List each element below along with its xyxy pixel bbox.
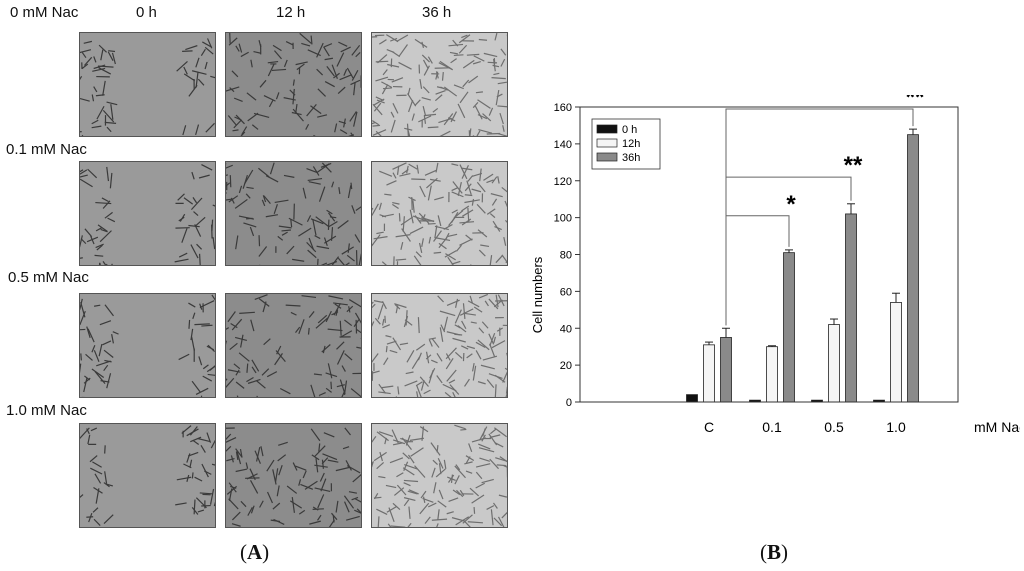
x-axis-unit-label: mM Nac bbox=[974, 419, 1020, 435]
y-tick-label: 20 bbox=[560, 360, 572, 372]
bar-0h-C bbox=[686, 394, 698, 403]
legend-label: 36h bbox=[622, 152, 640, 164]
y-tick-label: 160 bbox=[554, 102, 572, 114]
row-label-1: 0.1 mM Nac bbox=[6, 141, 87, 158]
significance-bracket bbox=[725, 108, 914, 326]
y-tick-label: 100 bbox=[554, 213, 572, 225]
bar-36h-C bbox=[720, 337, 732, 403]
significance-label: * bbox=[786, 191, 796, 218]
legend-label: 0 h bbox=[622, 124, 637, 136]
x-tick-label: C bbox=[704, 419, 714, 435]
row-label-2: 0.5 mM Nac bbox=[8, 269, 89, 286]
micrograph-r0-c1 bbox=[225, 32, 362, 137]
column-label-0h: 0 h bbox=[136, 4, 157, 21]
micrograph-r2-c0 bbox=[79, 293, 216, 398]
significance-label: ** bbox=[906, 95, 925, 111]
micrograph-r3-c2 bbox=[371, 423, 508, 528]
y-tick-label: 80 bbox=[560, 250, 572, 262]
micrograph-r3-c0 bbox=[79, 423, 216, 528]
y-tick-label: 140 bbox=[554, 139, 572, 151]
micrograph-r2-c1 bbox=[225, 293, 362, 398]
y-tick-label: 120 bbox=[554, 176, 572, 188]
legend: 0 h 12h 36h bbox=[591, 118, 661, 170]
x-tick-label: 0.5 bbox=[824, 419, 844, 435]
micrograph-r0-c2 bbox=[371, 32, 508, 137]
legend-swatch bbox=[596, 152, 618, 162]
y-axis-label: Cell numbers bbox=[530, 256, 545, 333]
bar-12h-C bbox=[703, 344, 715, 403]
row-label-0: 0 mM Nac bbox=[10, 4, 79, 21]
column-label-12h: 12 h bbox=[276, 4, 306, 21]
panel-b-label: (B) bbox=[760, 540, 789, 564]
panel-a-label: (A) bbox=[240, 540, 270, 564]
x-tick-label: 1.0 bbox=[886, 419, 906, 435]
y-tick-label: 60 bbox=[560, 286, 572, 298]
bar-36h-1.0 bbox=[907, 134, 919, 403]
bar-chart: Cell numbers ***** 020406080100120140160… bbox=[530, 95, 1020, 435]
legend-label: 12h bbox=[622, 138, 640, 150]
y-tick-label: 0 bbox=[566, 397, 572, 409]
bar-12h-0.1 bbox=[766, 346, 778, 403]
column-label-36h: 36 h bbox=[422, 4, 452, 21]
micrograph-r0-c0 bbox=[79, 32, 216, 137]
bar-12h-1.0 bbox=[890, 302, 902, 403]
row-label-3: 1.0 mM Nac bbox=[6, 402, 87, 419]
micrograph-r1-c1 bbox=[225, 161, 362, 266]
micrograph-r2-c2 bbox=[371, 293, 508, 398]
y-tick-label: 40 bbox=[560, 323, 572, 335]
significance-bracket bbox=[725, 215, 790, 326]
bar-36h-0.1 bbox=[783, 252, 795, 403]
micrograph-r1-c2 bbox=[371, 161, 508, 266]
micrograph-r1-c0 bbox=[79, 161, 216, 266]
legend-swatch bbox=[596, 124, 618, 134]
bar-36h-0.5 bbox=[845, 213, 857, 403]
significance-label: ** bbox=[844, 152, 863, 179]
micrograph-r3-c1 bbox=[225, 423, 362, 528]
legend-swatch bbox=[596, 138, 618, 148]
bar-12h-0.5 bbox=[828, 324, 840, 403]
x-tick-label: 0.1 bbox=[762, 419, 782, 435]
